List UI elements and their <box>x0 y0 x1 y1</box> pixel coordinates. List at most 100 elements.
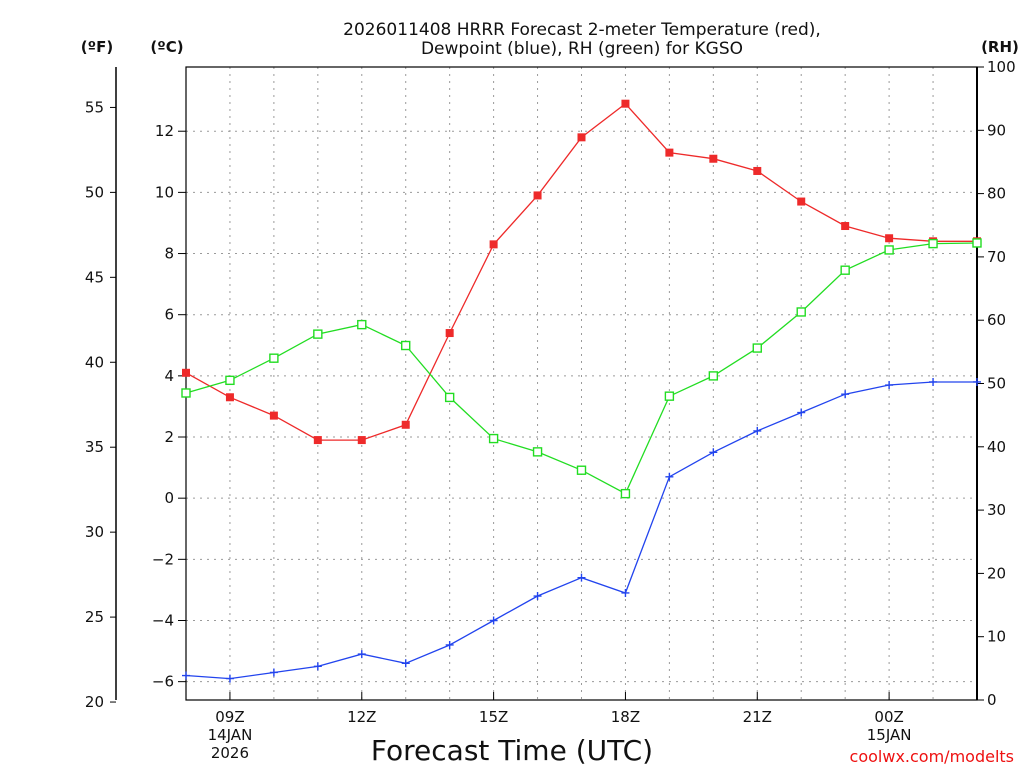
fahrenheit-tick-label: 50 <box>85 183 104 201</box>
dewpoint-point <box>797 408 806 417</box>
rh-point <box>401 340 411 351</box>
dewpoint-point <box>929 377 938 386</box>
rh-tick-label: 50 <box>987 375 1006 393</box>
x-tick-label: 09Z <box>215 708 244 726</box>
temperature-point <box>489 240 498 249</box>
rh-tick-label: 100 <box>987 58 1016 76</box>
rh-tick-label: 60 <box>987 311 1006 329</box>
fahrenheit-tick-label: 20 <box>85 693 104 711</box>
dewpoint-point <box>753 426 762 435</box>
dewpoint-point <box>621 588 630 597</box>
x-tick-label: 15Z <box>479 708 508 726</box>
fahrenheit-tick-label: 30 <box>85 523 104 541</box>
dewpoint-point <box>665 472 674 481</box>
x-axis-label: Forecast Time (UTC) <box>371 734 653 767</box>
celsius-tick-label: 2 <box>164 428 174 446</box>
celsius-tick-label: 8 <box>164 245 174 263</box>
temperature-point <box>665 148 674 157</box>
rh-point <box>620 488 631 499</box>
fahrenheit-tick-label: 40 <box>85 353 104 371</box>
rh-point <box>752 343 762 353</box>
dewpoint-point <box>357 650 366 659</box>
celsius-tick-label: −2 <box>152 550 174 568</box>
dewpoint-point <box>401 659 410 668</box>
dewpoint-point <box>577 573 586 582</box>
rh-point <box>313 329 323 339</box>
chart-title-line-1: 2026011408 HRRR Forecast 2-meter Tempera… <box>343 20 821 40</box>
rh-point <box>488 433 499 444</box>
rh-tick-label: 70 <box>987 248 1006 266</box>
rh-point <box>532 447 543 457</box>
fahrenheit-tick-label: 25 <box>85 608 104 626</box>
axes: −6 −4 −2 0 2 4 6 8 10 12 20 25 30 35 40 45 50 55 0 10 20 30 40… <box>85 58 1016 711</box>
rh-point <box>269 353 279 363</box>
dewpoint-point <box>182 671 190 680</box>
rh-tick-label: 0 <box>987 691 997 709</box>
rh-point <box>444 392 455 403</box>
x-tick-label: 2026 <box>211 744 249 762</box>
x-tick-label: 18Z <box>611 708 640 726</box>
rh-point <box>664 391 675 401</box>
dewpoint-point <box>313 662 322 671</box>
celsius-tick-label: 10 <box>155 183 174 201</box>
temperature-point <box>357 436 366 445</box>
chart-title-line-2: Dewpoint (blue), RH (green) for KGSO <box>421 39 743 59</box>
celsius-tick-label: −4 <box>152 611 174 629</box>
celsius-tick-label: 0 <box>164 489 174 507</box>
celsius-axis-label: (ºC) <box>150 38 183 56</box>
data-series <box>181 99 982 683</box>
rh-axis-label: (RH) <box>981 38 1019 56</box>
rh-point <box>796 307 806 317</box>
rh-point <box>181 388 191 398</box>
rh-tick-label: 20 <box>987 564 1006 582</box>
temperature-point <box>885 234 894 243</box>
dewpoint-point <box>225 674 234 683</box>
temperature-point <box>533 191 542 200</box>
rh-point <box>708 371 719 381</box>
temperature-point <box>182 368 190 377</box>
rh-point <box>928 238 938 249</box>
dewpoint-point <box>489 616 498 625</box>
rh-tick-label: 30 <box>987 501 1006 519</box>
rh-tick-label: 40 <box>987 438 1006 456</box>
rh-point <box>576 465 587 475</box>
dewpoint-point <box>445 640 454 649</box>
celsius-tick-label: 4 <box>164 367 174 385</box>
temperature-point <box>313 436 322 445</box>
x-tick-label: 21Z <box>743 708 772 726</box>
dewpoint-point <box>885 381 894 390</box>
x-tick-label: 14JAN <box>208 726 253 744</box>
rh-point <box>972 238 982 248</box>
rh-point <box>840 265 850 275</box>
chart-title: 2026011408 HRRR Forecast 2-meter Tempera… <box>343 20 821 59</box>
celsius-tick-label: −6 <box>152 673 174 691</box>
x-tick-label: 00Z <box>874 708 903 726</box>
celsius-tick-label: 12 <box>155 122 174 140</box>
credit-text: coolwx.com/modelts <box>850 747 1014 766</box>
temperature-point <box>753 166 762 175</box>
rh-tick-label: 10 <box>987 628 1006 646</box>
x-tick-label: 15JAN <box>867 726 912 744</box>
x-tick-label: 12Z <box>347 708 376 726</box>
dewpoint-point <box>269 668 278 677</box>
rh-tick-label: 80 <box>987 185 1006 203</box>
temperature-point <box>401 420 410 429</box>
dewpoint-point <box>841 390 850 399</box>
temperature-point <box>621 99 630 108</box>
dewpoint-point <box>709 448 718 457</box>
fahrenheit-axis-label: (ºF) <box>81 38 113 56</box>
fahrenheit-tick-label: 55 <box>85 98 104 116</box>
rh-point <box>884 245 894 255</box>
temperature-point <box>577 133 586 142</box>
rh-tick-label: 90 <box>987 121 1006 139</box>
dewpoint-point <box>973 377 981 386</box>
temperature-point <box>445 329 454 338</box>
temperature-point <box>225 393 234 402</box>
temperature-point <box>797 197 806 206</box>
fahrenheit-tick-label: 35 <box>85 438 104 456</box>
celsius-tick-label: 6 <box>164 306 174 324</box>
temperature-point <box>709 154 718 163</box>
temperature-point <box>841 222 850 231</box>
